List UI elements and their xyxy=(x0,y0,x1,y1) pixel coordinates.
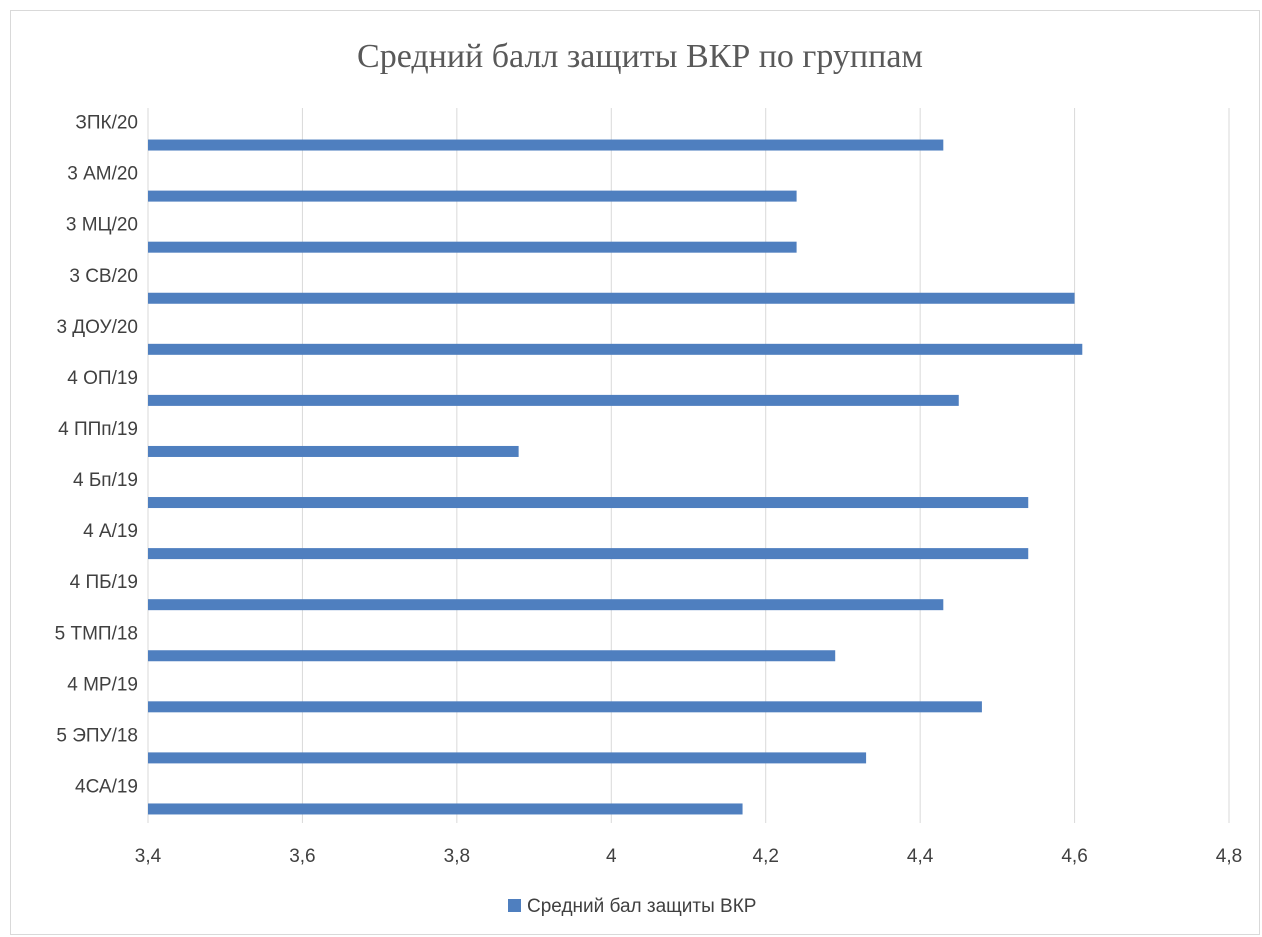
gridlines xyxy=(147,108,1230,823)
x-axis-tick-labels: 3,4 3,6 3,8 4 4,2 4,4 4,6 4,8 xyxy=(135,846,1242,867)
x-tick-label: 4,6 xyxy=(1061,846,1087,867)
bar xyxy=(148,445,519,457)
category-label: 4 А/19 xyxy=(83,521,138,542)
x-tick-label: 4 xyxy=(606,846,617,867)
x-tick-label: 4,8 xyxy=(1216,846,1242,867)
bar xyxy=(148,292,1075,304)
category-label: 5 ТМП/18 xyxy=(55,623,138,644)
bar xyxy=(148,803,743,815)
bar xyxy=(148,650,836,662)
bar xyxy=(148,701,982,713)
category-label: 4 ППп/19 xyxy=(58,419,138,440)
legend-label: Средний бал защиты ВКР xyxy=(527,896,756,917)
bar xyxy=(148,190,797,202)
category-label: 4 Бп/19 xyxy=(73,470,138,491)
category-label: 3 ДОУ/20 xyxy=(56,317,138,338)
chart-frame xyxy=(10,10,1260,935)
bar xyxy=(148,548,1029,560)
legend: Средний бал защиты ВКР xyxy=(508,896,756,917)
bar xyxy=(148,394,959,406)
category-label: 4 ПБ/19 xyxy=(70,572,138,593)
category-label: 4 ОП/19 xyxy=(67,368,138,389)
bar xyxy=(148,241,797,253)
category-label: 3 СВ/20 xyxy=(69,266,138,287)
bar xyxy=(148,752,867,764)
x-tick-label: 4,4 xyxy=(907,846,934,867)
legend-swatch xyxy=(508,899,521,912)
x-tick-label: 4,2 xyxy=(753,846,779,867)
bar xyxy=(148,343,1083,355)
category-labels: ЗПК/20 3 АМ/20 3 МЦ/20 3 СВ/20 3 ДОУ/20 4 ОП/… xyxy=(55,113,138,798)
chart-title: Средний балл защиты ВКР по группам xyxy=(357,38,923,75)
category-label: 4СА/19 xyxy=(75,776,138,797)
x-tick-label: 3,4 xyxy=(135,846,162,867)
x-tick-label: 3,8 xyxy=(444,846,470,867)
category-label: ЗПК/20 xyxy=(75,113,138,134)
x-tick-label: 3,6 xyxy=(289,846,315,867)
category-label: 3 МЦ/20 xyxy=(66,215,138,236)
category-label: 3 АМ/20 xyxy=(67,164,138,185)
category-label: 4 МР/19 xyxy=(67,674,138,695)
bars xyxy=(148,139,1083,815)
bar xyxy=(148,599,944,611)
category-label: 5 ЭПУ/18 xyxy=(56,725,138,746)
bar xyxy=(148,139,944,151)
bar xyxy=(148,497,1029,509)
